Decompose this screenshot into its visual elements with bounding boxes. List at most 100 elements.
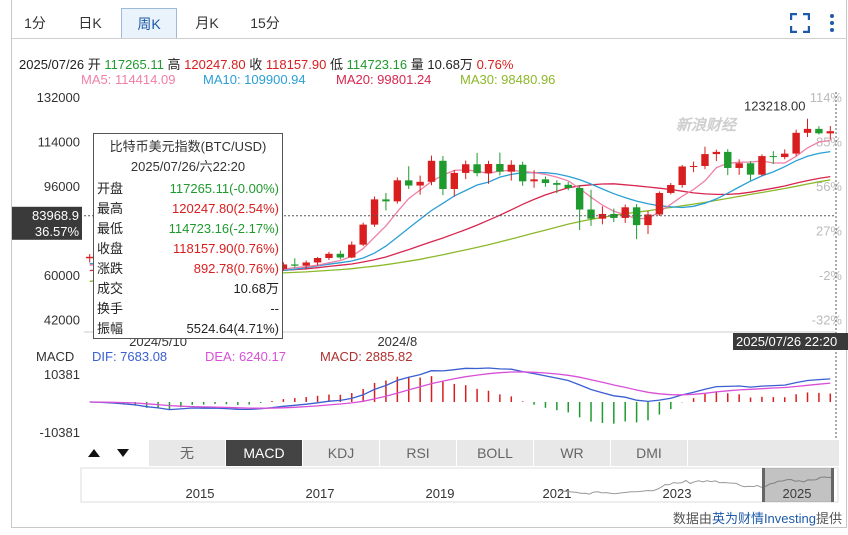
tooltip-row: 收盘 118157.90(0.76%)	[94, 239, 282, 259]
candle-body	[781, 153, 789, 158]
navigator-year: 2017	[306, 486, 335, 501]
macd-tick-bottom: -10381	[40, 425, 80, 440]
fullscreen-icon[interactable]	[789, 12, 811, 34]
ma30-legend: MA30: 98480.96	[460, 72, 556, 87]
ma20-legend: MA20: 99801.24	[336, 72, 432, 87]
navigator-year: 2021	[543, 486, 572, 501]
info-high-label: 高	[167, 57, 181, 72]
indicator-tab-spacer	[688, 440, 840, 466]
navigator-year: 2023	[663, 486, 692, 501]
info-close: 118157.90	[265, 57, 327, 72]
candle-body	[667, 185, 675, 193]
more-menu-icon[interactable]	[826, 13, 838, 33]
candle-body	[815, 128, 823, 134]
tooltip-row: 最低 114723.16(-2.17%)	[94, 219, 282, 239]
crosshair-price: 83968.9	[32, 208, 79, 223]
navigator-handle-left	[762, 468, 765, 502]
tooltip-row: 涨跌 892.78(0.76%)	[94, 259, 282, 279]
info-vol: 10.68万	[427, 57, 473, 72]
info-pct: 0.76%	[476, 57, 514, 72]
indicator-tab-boll[interactable]: BOLL	[457, 440, 534, 466]
info-open-label: 开	[87, 57, 101, 72]
candle-body	[621, 207, 629, 218]
y-tick-label: 42000	[44, 313, 80, 328]
candle-body	[473, 164, 481, 174]
candle-body	[370, 199, 379, 225]
candle-body	[416, 181, 424, 186]
tooltip-row-value: --	[270, 301, 279, 316]
dea-line	[89, 371, 831, 409]
candle-body	[427, 160, 436, 182]
candle-body	[439, 160, 447, 189]
chart-widget	[11, 0, 847, 528]
crosshair-pct: 36.57%	[35, 224, 80, 239]
tooltip-row: 最高 120247.80(2.54%)	[94, 199, 282, 219]
indicator-tab-dmi[interactable]: DMI	[611, 440, 688, 466]
indicator-tab-无[interactable]: 无	[149, 440, 226, 466]
candle-body	[313, 258, 322, 263]
candle-body	[518, 164, 527, 182]
tooltip-row-label: 最低	[97, 221, 124, 236]
tooltip-row: 成交 10.68万	[94, 279, 282, 299]
candle-body	[291, 264, 299, 266]
tab-2[interactable]: 周K	[121, 8, 177, 38]
price-tooltip: 比特币美元指数(BTC/USD) 2025/07/26/六22:20 开盘 117…	[93, 133, 283, 339]
scroll-up-button[interactable]	[81, 440, 107, 466]
navigator-box	[80, 467, 839, 503]
candle-body	[541, 179, 550, 184]
macd-value: MACD: 2885.82	[320, 349, 413, 364]
navigator-year: 2019	[426, 486, 455, 501]
candle-body	[724, 151, 732, 168]
tooltip-row-label: 开盘	[97, 181, 124, 196]
tab-4[interactable]: 15分	[250, 15, 280, 31]
tooltip-row: 开盘 117265.11(-0.00%)	[94, 179, 282, 199]
max-value-label: 123218.00	[744, 99, 805, 114]
candle-body	[644, 214, 652, 226]
candle-body	[564, 184, 572, 188]
candle-body	[826, 131, 835, 134]
info-close-label: 收	[249, 57, 263, 72]
indicator-tab-wr[interactable]: WR	[534, 440, 611, 466]
dif-line	[89, 367, 831, 411]
y-tick-label: 114000	[38, 134, 80, 149]
macd-tick-top: 10381	[44, 367, 80, 382]
investing-link[interactable]: 英为财情Investing	[711, 511, 816, 526]
candle-body	[712, 151, 721, 155]
crosshair-price-box	[12, 206, 82, 240]
indicator-tab-rsi[interactable]: RSI	[380, 440, 457, 466]
candle-body	[575, 188, 584, 210]
ma10-legend: MA10: 109900.94	[203, 72, 306, 87]
data-source-note: 数据由英为财情Investing提供	[673, 508, 842, 527]
info-vol-label: 量	[410, 57, 424, 72]
macd-dif: DIF: 7683.08	[92, 349, 167, 364]
navigator-window	[762, 468, 834, 502]
indicator-tab-macd[interactable]: MACD	[226, 440, 303, 466]
indicator-tab-kdj[interactable]: KDJ	[303, 440, 380, 466]
candle-body	[496, 164, 504, 172]
candle-body	[359, 224, 367, 245]
crosshair-date: 2025/07/26 22:20	[736, 334, 837, 349]
crosshair-date-box	[733, 333, 848, 350]
candle-body	[758, 156, 766, 175]
tab-3[interactable]: 月K	[195, 15, 219, 31]
x-tick-label: 2024/8	[377, 334, 417, 349]
period-tabs: 1分 日K 周K 月K 15分	[11, 8, 847, 39]
tooltip-title: 比特币美元指数(BTC/USD)	[109, 139, 267, 154]
tooltip-row-value: 5524.64(4.71%)	[186, 321, 279, 336]
info-date: 2025/07/26	[19, 57, 85, 72]
tooltip-row-value: 10.68万	[233, 281, 279, 296]
tooltip-row: 振幅 5524.64(4.71%)	[94, 319, 282, 339]
scroll-down-button[interactable]	[110, 440, 136, 466]
ohlc-info-line: 2025/07/26 开 117265.11 高 120247.80 收 118…	[19, 54, 513, 73]
right-pct-tick: 114%	[810, 90, 843, 105]
right-pct-tick: -32%	[812, 313, 843, 328]
tab-1[interactable]: 日K	[78, 15, 102, 31]
candle-body	[393, 180, 402, 202]
info-low: 114723.16	[346, 57, 408, 72]
info-low-label: 低	[329, 57, 343, 72]
tab-0[interactable]: 1分	[24, 15, 46, 31]
candle-body	[484, 164, 493, 174]
navigator-year: 2025	[783, 486, 812, 501]
right-pct-tick: 56%	[816, 179, 842, 194]
ma5-legend: MA5: 114414.09	[81, 72, 176, 87]
